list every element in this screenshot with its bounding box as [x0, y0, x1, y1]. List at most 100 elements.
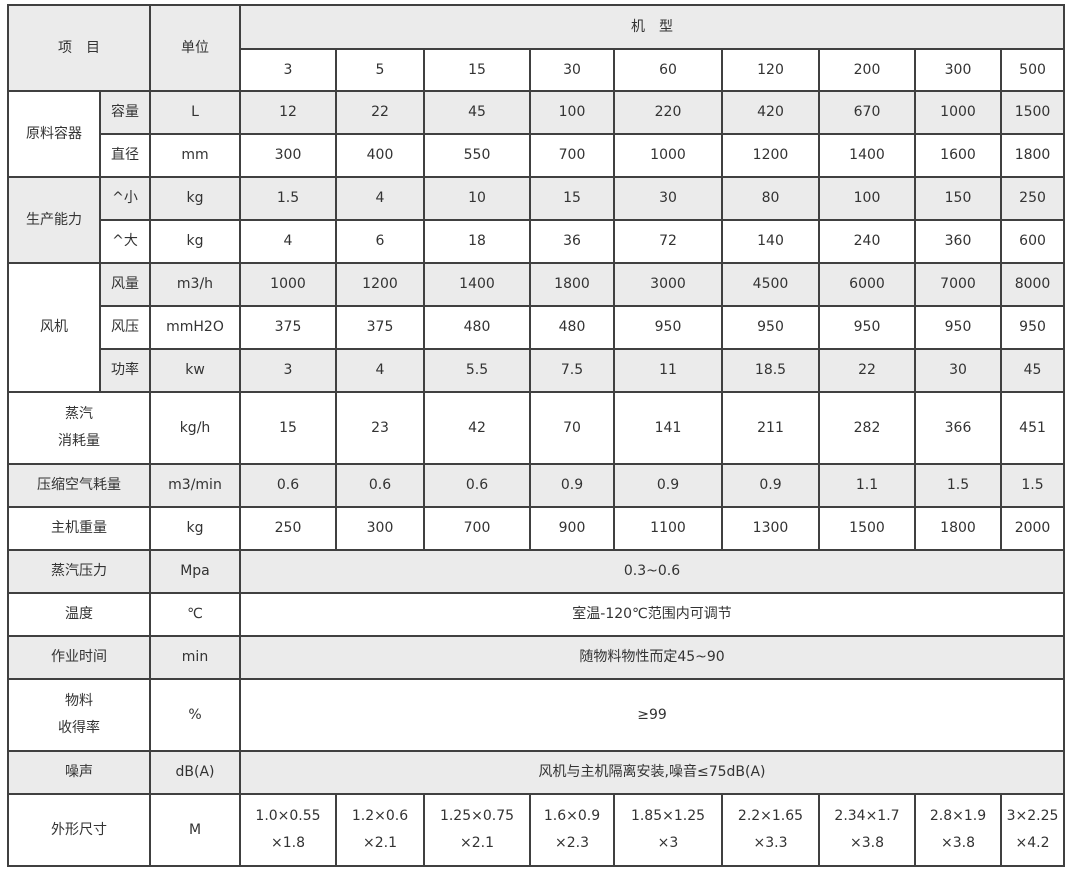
value-cell: 0.9: [721, 463, 820, 508]
row-label-steam-pressure: 蒸汽压力: [7, 549, 151, 594]
value-cell: 141: [613, 391, 723, 465]
value-cell: 211: [721, 391, 820, 465]
value-cell: 12: [239, 90, 337, 135]
value-cell: 1300: [721, 506, 820, 551]
dimension-cell: 1.6×0.9 ×2.3: [529, 793, 615, 867]
dimension-cell: 2.8×1.9 ×3.8: [914, 793, 1002, 867]
value-cell: 45: [423, 90, 531, 135]
dimension-cell: 1.0×0.55 ×1.8: [239, 793, 337, 867]
table-row: 噪声 dB(A) 风机与主机隔离安装,噪音≤75dB(A): [7, 750, 1066, 795]
dimension-cell: 2.2×1.65 ×3.3: [721, 793, 820, 867]
value-cell: 700: [423, 506, 531, 551]
row-label-noise: 噪声: [7, 750, 151, 795]
value-cell: 220: [613, 90, 723, 135]
value-cell: 0.9: [613, 463, 723, 508]
dimension-cell: 1.2×0.6 ×2.1: [335, 793, 425, 867]
row-label-raw-material-container: 原料容器: [7, 90, 101, 178]
value-cell: 375: [239, 305, 337, 350]
value-cell: 1500: [818, 506, 916, 551]
row-label-material-yield: 物料 收得率: [7, 678, 151, 752]
value-cell: 366: [914, 391, 1002, 465]
value-cell: 70: [529, 391, 615, 465]
value-cell: 250: [239, 506, 337, 551]
value-cell: 18: [423, 219, 531, 264]
value-cell: 700: [529, 133, 615, 178]
table-row: 主机重量 kg 250 300 700 900 1100 1300 1500 1800 2000: [7, 506, 1066, 551]
value-cell: 30: [914, 348, 1002, 393]
value-cell: 375: [335, 305, 425, 350]
value-cell: 1600: [914, 133, 1002, 178]
value-cell: 250: [999, 176, 1066, 221]
value-cell: 950: [818, 305, 916, 350]
header-item: 项 目: [7, 4, 151, 92]
value-cell: 360: [914, 219, 1002, 264]
value-cell: 0.6: [423, 463, 531, 508]
unit-cell: dB(A): [149, 750, 241, 795]
spec-table: 项 目单位机 型 3 5 15 30 60 120 200 300 500 原料容器 容量 L 12 22 4…: [7, 4, 1066, 867]
value-cell: 45: [999, 348, 1066, 393]
table-row: ^大 kg 4 6 18 36 72 140 240 360 600: [8, 219, 1066, 264]
value-cell: 300: [239, 133, 337, 178]
value-cell: 80: [721, 176, 820, 221]
row-sublabel-power: 功率: [99, 348, 151, 393]
value-cell: 8000: [999, 262, 1066, 307]
row-sublabel-min: ^小: [99, 176, 151, 221]
value-cell: 4: [335, 348, 425, 393]
unit-cell: %: [149, 678, 241, 752]
row-sublabel-diameter: 直径: [99, 133, 151, 178]
unit-cell: M: [149, 793, 241, 867]
row-label-operation-time: 作业时间: [7, 635, 151, 680]
value-cell: 140: [721, 219, 820, 264]
value-cell: 1.5: [239, 176, 337, 221]
unit-cell: m3/min: [149, 463, 241, 508]
span-value-cell: ≥99: [238, 678, 1066, 752]
value-cell: 0.6: [335, 463, 425, 508]
value-cell: 15: [239, 391, 337, 465]
span-value-cell: 随物料物性而定45~90: [238, 635, 1066, 680]
table-row: 蒸汽压力 Mpa 0.3~0.6: [7, 549, 1066, 594]
model-header-cell: 120: [721, 48, 820, 92]
span-value-cell: 室温-120℃范围内可调节: [238, 592, 1066, 637]
table-row: 温度 ℃ 室温-120℃范围内可调节: [7, 592, 1066, 637]
value-cell: 3000: [613, 262, 723, 307]
value-cell: 300: [335, 506, 425, 551]
model-header-cell: 3: [239, 48, 337, 92]
value-cell: 420: [721, 90, 820, 135]
value-cell: 1400: [818, 133, 916, 178]
table-row: 原料容器 容量 L 12 22 45 100 220 420 670 1000 1500: [7, 90, 1066, 178]
row-sublabel-capacity: 容量: [99, 90, 151, 135]
value-cell: 1000: [613, 133, 723, 178]
row-label-main-machine-weight: 主机重量: [7, 506, 151, 551]
value-cell: 100: [529, 90, 615, 135]
value-cell: 150: [914, 176, 1002, 221]
value-cell: 550: [423, 133, 531, 178]
value-cell: 100: [818, 176, 916, 221]
value-cell: 480: [529, 305, 615, 350]
value-cell: 30: [613, 176, 723, 221]
unit-cell: mm: [149, 133, 241, 178]
table-row: 直径 mm 300 400 550 700 1000 1200 1400 1600 1800: [8, 133, 1066, 178]
value-cell: 4500: [721, 262, 820, 307]
value-cell: 6: [335, 219, 425, 264]
value-cell: 11: [613, 348, 723, 393]
value-cell: 0.6: [239, 463, 337, 508]
row-label-steam-consumption: 蒸汽 消耗量: [7, 391, 151, 465]
value-cell: 5.5: [423, 348, 531, 393]
model-header-cell: 200: [818, 48, 916, 92]
table-row: 物料 收得率% ≥99: [7, 678, 1066, 752]
row-label-temperature: 温度: [7, 592, 151, 637]
value-cell: 950: [999, 305, 1066, 350]
unit-cell: Mpa: [149, 549, 241, 594]
value-cell: 36: [529, 219, 615, 264]
value-cell: 1400: [423, 262, 531, 307]
value-cell: 10: [423, 176, 531, 221]
value-cell: 42: [423, 391, 531, 465]
value-cell: 7000: [914, 262, 1002, 307]
value-cell: 7.5: [529, 348, 615, 393]
unit-cell: kg: [149, 506, 241, 551]
row-sublabel-max: ^大: [99, 219, 151, 264]
value-cell: 1800: [529, 262, 615, 307]
value-cell: 950: [721, 305, 820, 350]
unit-cell: L: [149, 90, 241, 135]
value-cell: 1.1: [818, 463, 916, 508]
